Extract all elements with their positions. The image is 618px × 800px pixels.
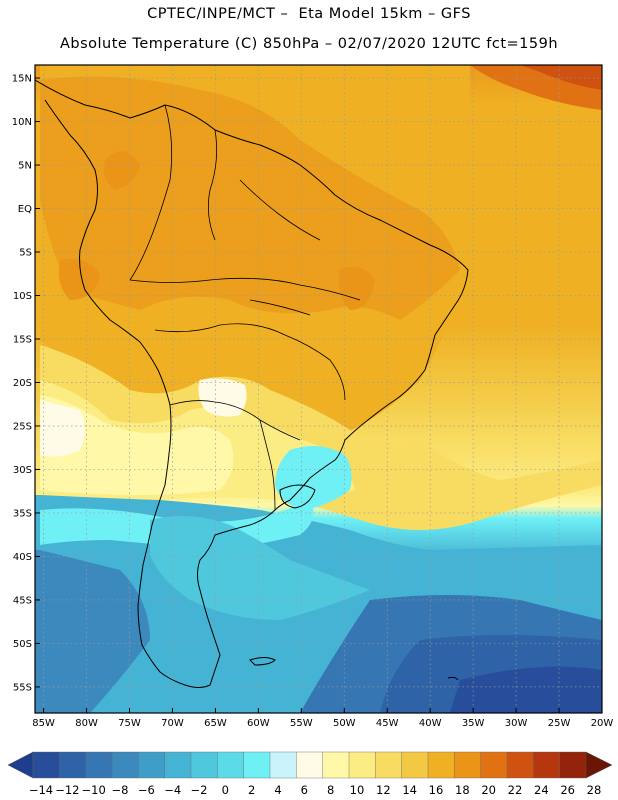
lat-tick-label: 25S — [13, 421, 32, 432]
map-title: CPTEC/INPE/MCT – Eta Model 15km – GFS — [147, 6, 471, 22]
lat-tick-label: 5N — [18, 161, 32, 172]
colorbar-swatch — [269, 751, 297, 779]
colorbar-swatch — [322, 751, 350, 779]
colorbar-label: 8 — [327, 783, 334, 797]
colorbar-swatch — [375, 751, 403, 779]
colorbar-swatch — [138, 751, 166, 779]
colorbar-label: 4 — [274, 783, 281, 797]
lat-tick-label: 55S — [13, 682, 32, 693]
colorbar-label: 18 — [455, 783, 470, 797]
lat-tick-label: 5S — [19, 248, 32, 259]
lon-tick-label: 55W — [290, 718, 313, 729]
lon-tick-label: 40W — [419, 718, 442, 729]
colorbar-swatch — [190, 751, 218, 779]
lon-tick-label: 30W — [505, 718, 528, 729]
lat-tick-label: EQ — [18, 204, 32, 215]
map-frame — [34, 64, 603, 714]
colorbar-swatch — [32, 751, 60, 779]
lat-tick-label: 35S — [13, 508, 32, 519]
lat-tick-label: 10N — [12, 117, 32, 128]
colorbar-label: 0 — [222, 783, 229, 797]
colorbar-label: 12 — [376, 783, 391, 797]
colorbar-label: 14 — [402, 783, 417, 797]
colorbar-label: 24 — [534, 783, 549, 797]
colorbar-label: 6 — [301, 783, 308, 797]
colorbar-swatch — [111, 751, 139, 779]
longitude-axis: 85W 80W 75W 70W 65W 60W 55W 50W 45W 40W 35W 30W 25W 2… — [32, 708, 613, 729]
temperature-field — [35, 65, 602, 713]
colorbar-swatch — [427, 751, 455, 779]
lat-tick-label: 45S — [13, 595, 32, 606]
colorbar-label: −14 — [29, 783, 53, 797]
colorbar: −14 −12 −10 −8 −6 −4 −2 0 2 4 6 8 10 12 14 16 18 20 22 24 26… — [7, 751, 613, 797]
colorbar-label: −2 — [191, 783, 208, 797]
country-borders — [129, 104, 361, 511]
colorbar-swatch — [296, 751, 324, 779]
colorbar-label: −8 — [112, 783, 129, 797]
colorbar-swatch — [506, 751, 534, 779]
colorbar-swatch — [217, 751, 245, 779]
lon-tick-label: 85W — [32, 718, 55, 729]
colorbar-swatch — [243, 751, 271, 779]
colorbar-swatch — [480, 751, 508, 779]
colorbar-label: 28 — [587, 783, 602, 797]
colorbar-swatch — [59, 751, 87, 779]
lat-tick-label: 15N — [12, 74, 32, 85]
lat-tick-label: 30S — [13, 465, 32, 476]
colorbar-swatch — [559, 751, 587, 779]
colorbar-swatch — [164, 751, 192, 779]
colorbar-label: 10 — [350, 783, 365, 797]
colorbar-max-triangle — [585, 751, 613, 779]
colorbar-label: 2 — [248, 783, 255, 797]
colorbar-label: 16 — [429, 783, 444, 797]
colorbar-label: −12 — [55, 783, 79, 797]
colorbar-swatch — [533, 751, 561, 779]
lat-tick-label: 50S — [13, 639, 32, 650]
lat-tick-label: 40S — [13, 552, 32, 563]
latitude-axis: 15N 10N 5N EQ 5S 10S 15S 20S 25S 30S 35S 40S 45S 50S 5… — [12, 74, 40, 693]
colorbar-label: −4 — [164, 783, 181, 797]
lat-tick-label: 20S — [13, 378, 32, 389]
lat-tick-label: 15S — [13, 334, 32, 345]
colorbar-swatch — [454, 751, 482, 779]
lon-tick-label: 60W — [247, 718, 270, 729]
lon-tick-label: 45W — [376, 718, 399, 729]
colorbar-swatch — [85, 751, 113, 779]
colorbar-label: −6 — [138, 783, 155, 797]
lon-tick-label: 25W — [548, 718, 571, 729]
colorbar-label: 26 — [560, 783, 575, 797]
lon-tick-label: 65W — [204, 718, 227, 729]
lat-tick-label: 10S — [13, 291, 32, 302]
colorbar-swatch — [401, 751, 429, 779]
lon-tick-label: 70W — [161, 718, 184, 729]
lon-tick-label: 80W — [75, 718, 98, 729]
colorbar-label: −10 — [82, 783, 106, 797]
lon-tick-label: 35W — [462, 718, 485, 729]
coastline — [35, 79, 469, 688]
lon-tick-label: 20W — [591, 718, 614, 729]
colorbar-swatch — [348, 751, 376, 779]
colorbar-min-triangle — [7, 751, 34, 779]
lon-tick-label: 75W — [118, 718, 141, 729]
map-subtitle: Absolute Temperature (C) 850hPa – 02/07/… — [59, 36, 559, 52]
colorbar-label: 22 — [508, 783, 523, 797]
lat-lon-grid — [35, 65, 603, 713]
colorbar-label: 20 — [481, 783, 496, 797]
lon-tick-label: 50W — [333, 718, 356, 729]
